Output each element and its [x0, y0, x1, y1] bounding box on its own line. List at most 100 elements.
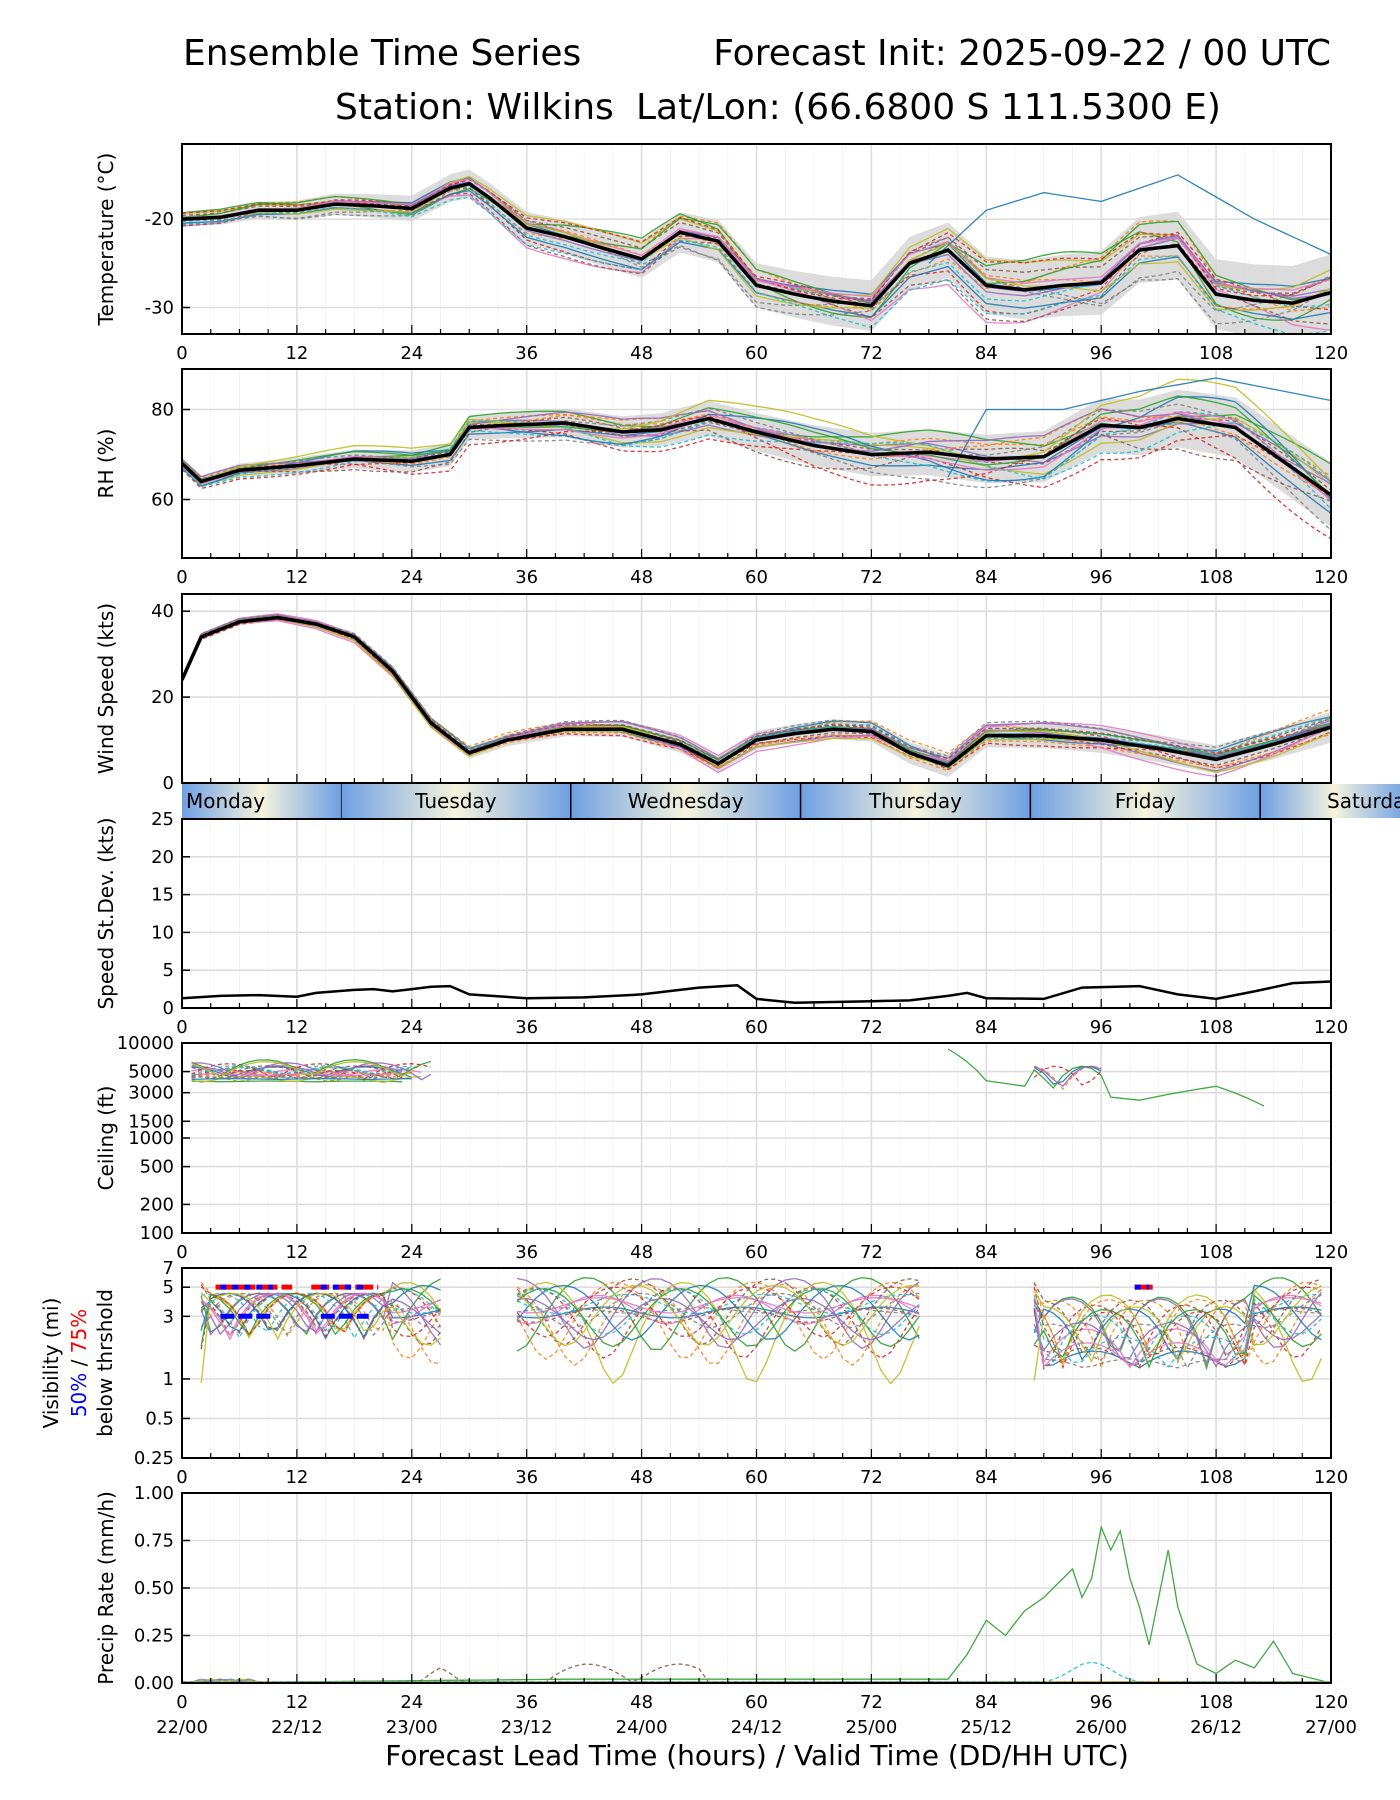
valid-time-label: 23/12	[501, 1717, 553, 1738]
panel-temp: -20 -30 0 12 24 36 48 60 72 84 96 108 120 Temperature…	[94, 143, 1348, 364]
ylabel-ceil: Ceiling (ft)	[94, 1086, 118, 1191]
member-line-temp	[182, 178, 1331, 298]
xtick-label-temp: 36	[515, 343, 538, 364]
valid-time-label: 24/12	[731, 1717, 783, 1738]
ytick-label-temp: -20	[145, 209, 174, 230]
valid-time-label: 27/00	[1305, 1717, 1357, 1738]
ytick-label-rh: 80	[151, 400, 174, 421]
ylabel-vis-pct: 50% / 75%	[67, 1309, 91, 1417]
xtick-label-precip: 12	[285, 1692, 308, 1713]
xtick-label-precip: 48	[630, 1692, 653, 1713]
day-segment	[1030, 784, 1261, 818]
member-line-rh	[947, 377, 1331, 478]
xtick-label-sd: 36	[515, 1017, 538, 1038]
xtick-label-ceil: 120	[1314, 1242, 1348, 1263]
title-station: Station: Wilkins	[335, 87, 614, 128]
xtick-label-rh: 24	[400, 567, 423, 588]
valid-time-label: 24/00	[616, 1717, 668, 1738]
xtick-label-ceil: 48	[630, 1242, 653, 1263]
day-label: Wednesday	[628, 789, 744, 813]
member-line-wind	[182, 619, 1331, 778]
member-line-ceil	[191, 1078, 412, 1081]
panels: -20-300 12 24 36 48 60 72 84 96 108 120Temperature…	[39, 143, 1348, 1713]
xtick-label-temp: 108	[1199, 343, 1233, 364]
xtick-label-vis: 12	[285, 1467, 308, 1488]
xtick-label-sd: 108	[1199, 1017, 1233, 1038]
member-line-ceil	[191, 1065, 1102, 1086]
member-line-rh	[182, 403, 1331, 496]
member-line-ceil	[191, 1073, 403, 1077]
xtick-label-vis: 60	[745, 1467, 768, 1488]
panel-rh: 60 80 0 12 24 36 48 60 72 84 96 108 120 RH (%)	[94, 368, 1348, 588]
xtick-label-rh: 96	[1090, 567, 1113, 588]
xtick-label-precip: 72	[860, 1692, 883, 1713]
xtick-label-ceil: 84	[975, 1242, 998, 1263]
day-label: Friday	[1115, 789, 1176, 813]
grid-precip	[181, 1492, 1332, 1684]
plot-area-rh	[182, 377, 1331, 540]
member-line-vis	[200, 1288, 1322, 1366]
xtick-label-rh: 72	[860, 567, 883, 588]
x-axis-label: Forecast Lead Time (hours) / Valid Time …	[385, 1739, 1129, 1772]
xtick-label-sd: 84	[975, 1017, 998, 1038]
valid-time-label: 22/00	[156, 1717, 208, 1738]
ytick-label-ceil: 1500	[128, 1111, 174, 1132]
member-line-temp	[182, 183, 1331, 325]
member-line-vis	[200, 1284, 1322, 1364]
ytick-label-ceil: 100	[140, 1223, 174, 1244]
member-line-vis	[200, 1292, 1322, 1370]
valid-time-label: 25/12	[960, 1717, 1012, 1738]
ylabel-wind: Wind Speed (kts)	[94, 603, 118, 774]
xtick-label-precip: 60	[745, 1692, 768, 1713]
xtick-label-rh: 48	[630, 567, 653, 588]
member-line-rh	[182, 411, 1331, 502]
member-line-rh	[182, 427, 1331, 501]
member-line-vis	[200, 1281, 1322, 1368]
ytick-label-sd: 15	[151, 885, 174, 906]
xtick-label-ceil: 108	[1199, 1242, 1233, 1263]
ytick-label-sd: 5	[163, 960, 174, 981]
day-segment-monday	[182, 784, 341, 818]
ensemble-mean-rh	[182, 416, 1331, 497]
member-line-rh	[182, 395, 1331, 496]
xtick-label-precip: 96	[1090, 1692, 1113, 1713]
ytick-label-ceil: 200	[140, 1194, 174, 1215]
ytick-label-ceil: 10000	[117, 1033, 174, 1054]
xtick-label-sd: 120	[1314, 1017, 1348, 1038]
xtick-label-vis: 48	[630, 1467, 653, 1488]
member-line-temp	[182, 178, 1331, 301]
xtick-label-precip: 84	[975, 1692, 998, 1713]
title-init: Forecast Init: 2025-09-22 / 00 UTC	[713, 33, 1331, 74]
plot-area-ceil	[191, 1048, 1265, 1107]
xtick-label-rh: 36	[515, 567, 538, 588]
xtick-label-sd: 48	[630, 1017, 653, 1038]
title-left: Ensemble Time Series	[183, 33, 581, 74]
member-line-rh	[182, 415, 1331, 540]
ytick-label-precip: 0.75	[134, 1531, 174, 1552]
valid-time-label: 26/00	[1075, 1717, 1127, 1738]
member-line-ceil	[191, 1076, 393, 1079]
xtick-label-vis: 108	[1199, 1467, 1233, 1488]
ensemble-mean-temp	[182, 181, 1331, 308]
xtick-label-rh: 0	[176, 567, 187, 588]
day-label: Tuesday	[414, 789, 497, 813]
panel-sd: 0 5 10 15 20 25 0 12 24 36 48 60 72 84 96 108 120 Speed S…	[94, 809, 1348, 1038]
member-line-rh	[182, 417, 1331, 487]
xtick-label-ceil: 60	[745, 1242, 768, 1263]
xtick-label-precip: 24	[400, 1692, 423, 1713]
ytick-label-wind: 0	[163, 773, 174, 794]
xtick-label-rh: 60	[745, 567, 768, 588]
member-line-wind	[182, 616, 1331, 763]
xtick-label-rh: 120	[1314, 567, 1348, 588]
ytick-label-sd: 25	[151, 809, 174, 830]
panel-wind: 0 20 40 Wind Speed (kts)	[94, 593, 1332, 794]
day-label: Thursday	[868, 789, 962, 813]
ytick-label-sd: 10	[151, 922, 174, 943]
valid-time-label: 25/00	[845, 1717, 897, 1738]
xtick-label-rh: 12	[285, 567, 308, 588]
ytick-label-precip: 0.50	[134, 1578, 174, 1599]
day-segment	[800, 784, 1031, 818]
valid-time-label: 26/12	[1190, 1717, 1242, 1738]
ylabel-vis-75: 75%	[67, 1309, 91, 1353]
